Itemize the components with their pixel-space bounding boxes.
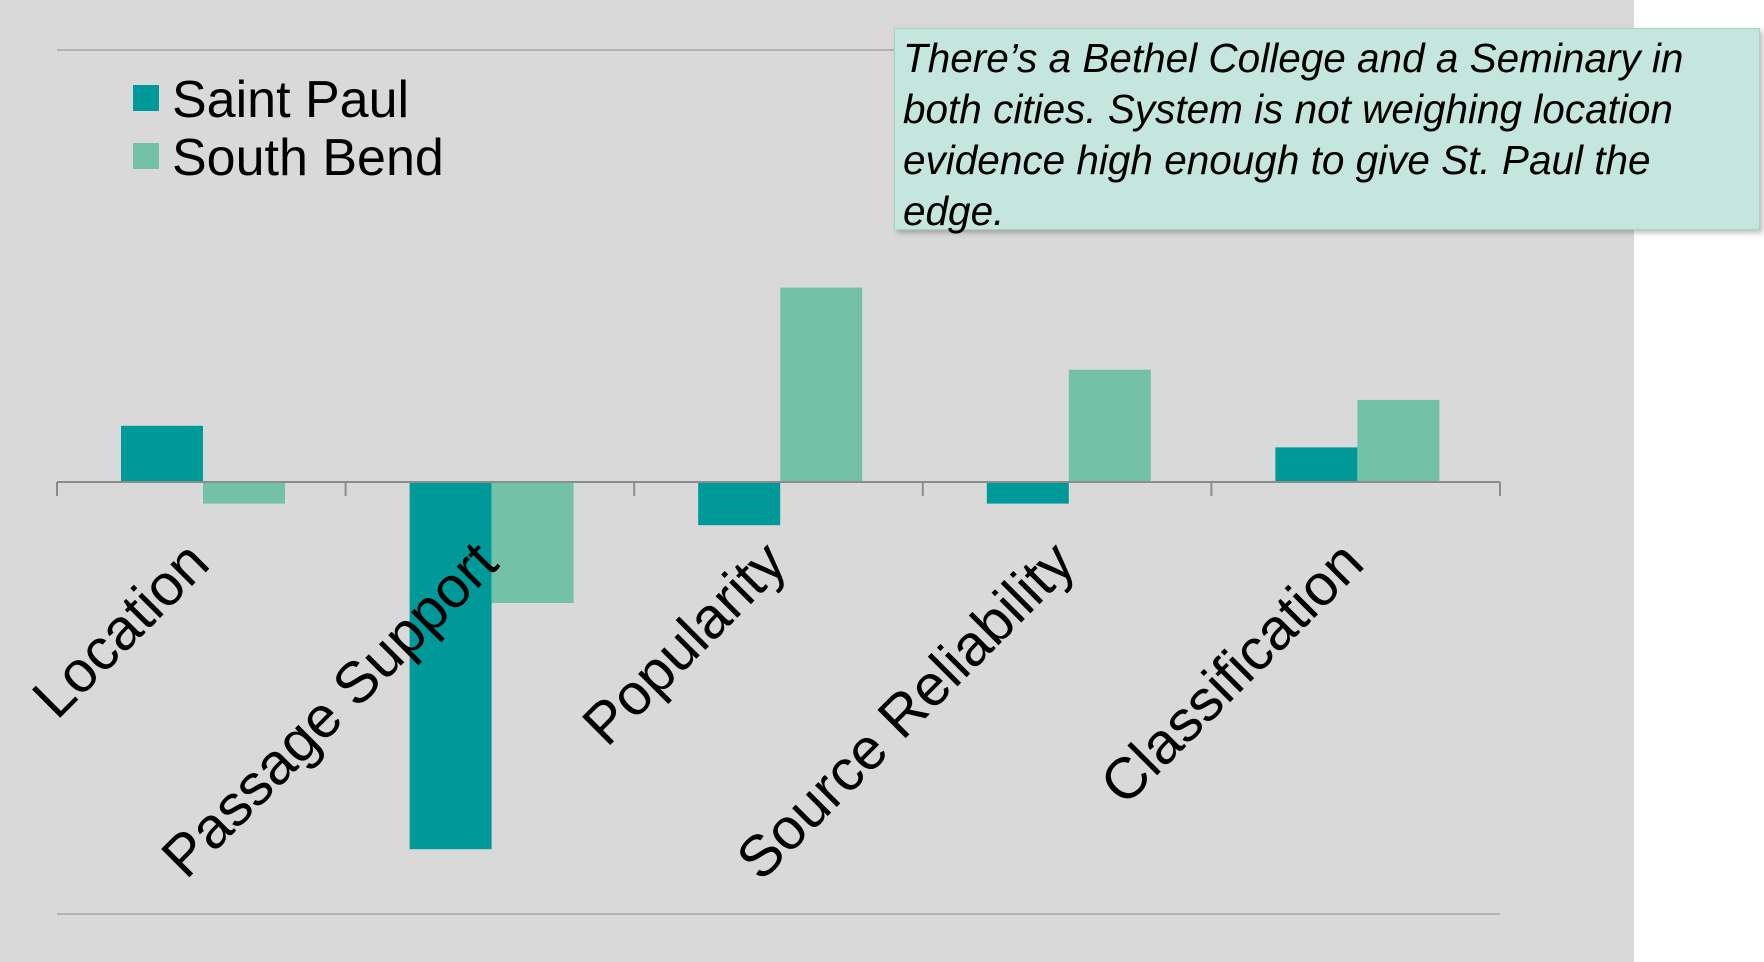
annotation-text: There’s a Bethel College and a Seminary … [903,35,1684,234]
bar-saint-paul-passage-support [409,482,492,850]
legend-swatch-saint-paul [133,85,159,111]
bar-south-bend-passage-support [491,482,574,603]
axis-ticks [56,482,1501,496]
legend-label-saint-paul: Saint Paul [172,71,409,129]
bar-saint-paul-location [121,425,203,482]
bar-south-bend-popularity [780,287,863,482]
legend-swatch-south-bend [133,143,159,169]
bars-layer [121,287,1440,850]
legend-label-south-bend: South Bend [172,129,444,187]
bar-south-bend-location [203,482,285,504]
bar-saint-paul-source-reliability [986,482,1069,504]
bar-saint-paul-classification [1275,447,1358,482]
bar-south-bend-classification [1357,399,1440,482]
bar-saint-paul-popularity [698,482,781,526]
annotation-callout: There’s a Bethel College and a Seminary … [894,28,1760,234]
bar-south-bend-source-reliability [1068,369,1151,482]
